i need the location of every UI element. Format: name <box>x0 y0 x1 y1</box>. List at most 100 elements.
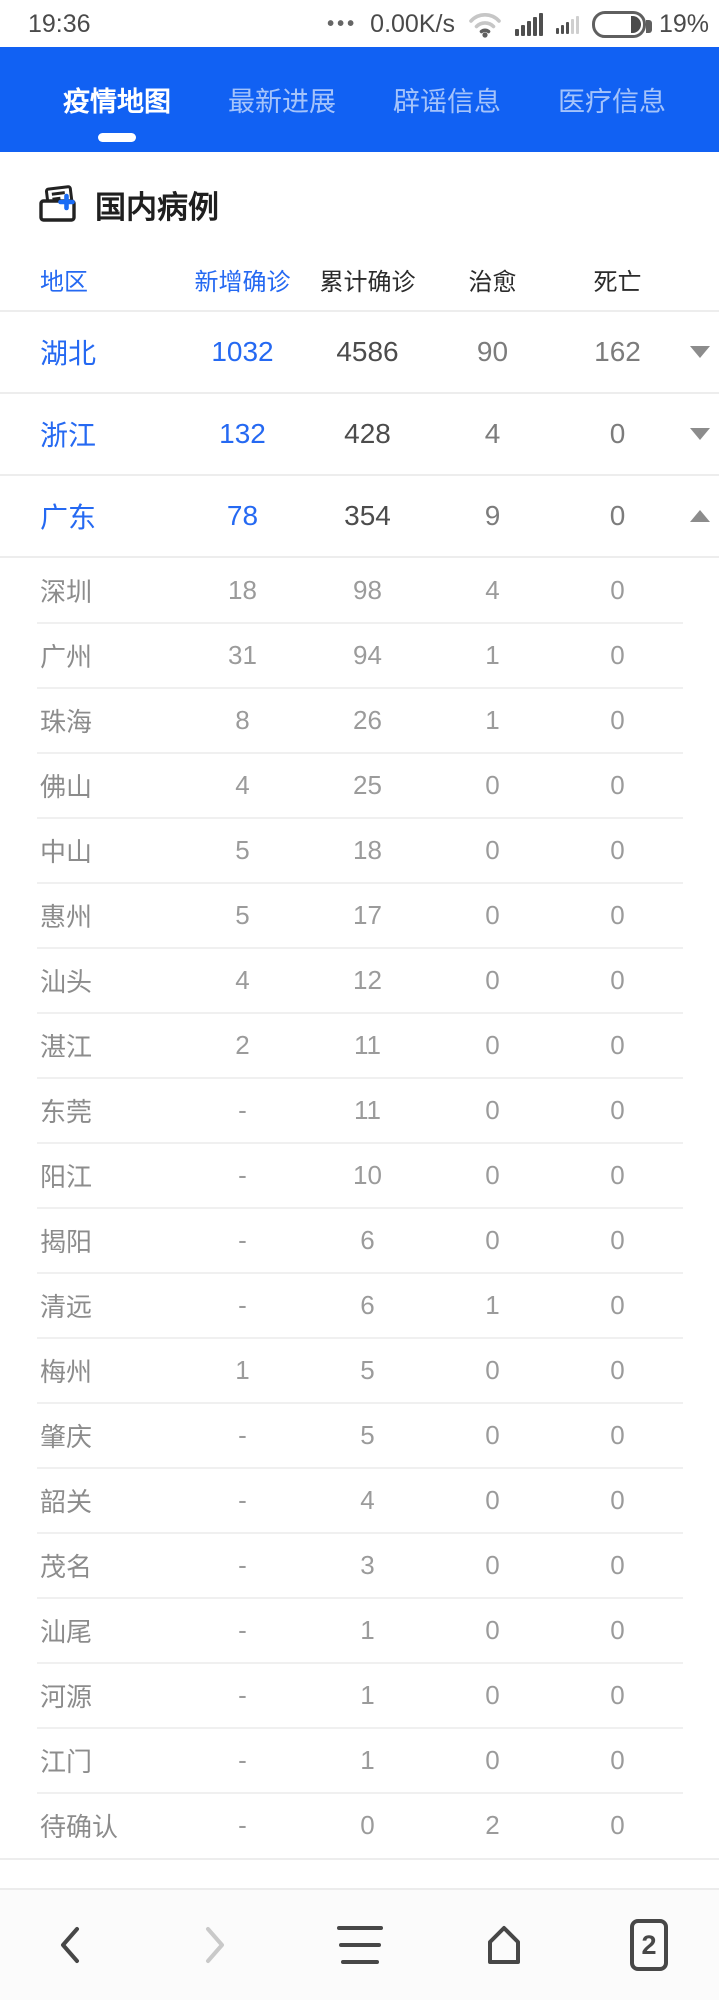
expand-chevron-icon[interactable] <box>689 428 710 440</box>
city-cured: 0 <box>485 770 500 800</box>
header-dead[interactable]: 死亡 <box>593 268 642 296</box>
city-name: 梅州 <box>40 1357 93 1387</box>
city-row: 珠海 8 26 1 0 <box>0 687 719 753</box>
city-total-confirmed: 11 <box>354 1095 381 1125</box>
expand-chevron-icon[interactable] <box>689 346 710 358</box>
province-row[interactable]: 广东 78 354 9 0 <box>0 474 719 556</box>
province-name[interactable]: 浙江 <box>40 420 97 451</box>
signal-bars-sim2-icon <box>555 15 579 34</box>
city-total-confirmed: 5 <box>360 1355 375 1385</box>
city-dead: 0 <box>610 1810 625 1840</box>
city-cured: 0 <box>485 1095 500 1125</box>
province-total-confirmed: 4586 <box>336 336 399 367</box>
city-cured: 0 <box>485 1160 500 1190</box>
city-total-confirmed: 6 <box>360 1290 375 1320</box>
section-header: 国内病例 <box>0 152 719 248</box>
city-dead: 0 <box>610 1485 625 1515</box>
tab-label: 医疗信息 <box>558 87 666 117</box>
province-new-confirmed: 132 <box>219 418 266 449</box>
city-name: 东莞 <box>40 1097 93 1127</box>
province-name[interactable]: 广东 <box>40 502 97 533</box>
city-name: 汕头 <box>40 967 93 997</box>
tab-label: 最新进展 <box>228 87 336 117</box>
city-dead: 0 <box>610 1745 625 1775</box>
city-name: 江门 <box>40 1747 93 1777</box>
city-new-confirmed: - <box>238 1095 247 1125</box>
city-dead: 0 <box>610 640 625 670</box>
city-dead: 0 <box>610 1030 625 1060</box>
province-row[interactable]: 浙江 132 428 4 0 <box>0 392 719 474</box>
city-new-confirmed: - <box>238 1290 247 1320</box>
tabs-button[interactable]: 2 <box>619 1919 679 1971</box>
city-name: 惠州 <box>40 902 93 932</box>
city-new-confirmed: 8 <box>235 705 250 735</box>
city-row: 中山 5 18 0 0 <box>0 817 719 883</box>
city-new-confirmed: - <box>238 1550 247 1580</box>
city-cured: 0 <box>485 1680 500 1710</box>
city-dead: 0 <box>610 835 625 865</box>
menu-button[interactable] <box>330 1926 390 1964</box>
status-bar: 19:36 ••• 0.00K/s 19% <box>0 0 719 47</box>
city-row: 肇庆 - 5 0 0 <box>0 1402 719 1468</box>
city-new-confirmed: - <box>238 1225 247 1255</box>
province-name[interactable]: 湖北 <box>40 338 97 369</box>
province-total-confirmed: 354 <box>344 500 391 531</box>
tab-medical-info[interactable]: 医疗信息 <box>558 47 666 152</box>
city-name: 汕尾 <box>40 1617 93 1647</box>
city-total-confirmed: 1 <box>360 1615 375 1645</box>
status-bar-right: ••• 0.00K/s 19% <box>327 10 709 39</box>
table-body: 湖北 1032 4586 90 162 浙江 132 428 4 0 广东 78… <box>0 310 719 1860</box>
city-cured: 0 <box>485 1615 500 1645</box>
tab-label: 辟谣信息 <box>393 87 501 117</box>
tab-epidemic-map[interactable]: 疫情地图 <box>63 47 171 152</box>
header-total-confirmed[interactable]: 累计确诊 <box>319 268 416 296</box>
header-new-confirmed[interactable]: 新增确诊 <box>194 268 291 296</box>
city-dead: 0 <box>610 1420 625 1450</box>
city-total-confirmed: 12 <box>353 965 382 995</box>
home-button[interactable] <box>474 1921 534 1969</box>
city-row: 清远 - 6 1 0 <box>0 1272 719 1338</box>
city-new-confirmed: - <box>238 1680 247 1710</box>
city-name: 肇庆 <box>40 1422 93 1452</box>
city-name: 深圳 <box>40 577 93 607</box>
network-speed: 0.00K/s <box>370 10 455 38</box>
province-total-confirmed: 428 <box>344 418 391 449</box>
tab-latest-progress[interactable]: 最新进展 <box>228 47 336 152</box>
city-name: 待确认 <box>40 1812 119 1842</box>
city-cured: 0 <box>485 1485 500 1515</box>
forward-arrow-icon <box>205 1927 224 1963</box>
city-name: 河源 <box>40 1682 93 1712</box>
province-dead: 0 <box>609 500 626 531</box>
city-dead: 0 <box>610 1550 625 1580</box>
city-total-confirmed: 17 <box>353 900 382 930</box>
home-icon <box>488 1926 521 1964</box>
browser-toolbar: 2 <box>0 1888 719 2000</box>
province-row[interactable]: 湖北 1032 4586 90 162 <box>0 310 719 392</box>
city-new-confirmed: 4 <box>235 770 250 800</box>
forward-button[interactable] <box>185 1922 245 1968</box>
province-new-confirmed: 78 <box>226 500 259 531</box>
city-cured: 1 <box>485 640 500 670</box>
header-region[interactable]: 地区 <box>40 268 88 296</box>
menu-icon <box>336 1926 383 1964</box>
city-name: 阳江 <box>40 1162 93 1192</box>
back-button[interactable] <box>40 1922 100 1968</box>
city-row: 佛山 4 25 0 0 <box>0 752 719 818</box>
city-cured: 0 <box>485 900 500 930</box>
city-dead: 0 <box>610 1095 625 1125</box>
city-row: 阳江 - 10 0 0 <box>0 1142 719 1208</box>
medical-records-icon <box>39 185 76 222</box>
section-title: 国内病例 <box>95 189 219 225</box>
tab-label: 疫情地图 <box>63 87 171 117</box>
tab-rumor-info[interactable]: 辟谣信息 <box>393 47 501 152</box>
wifi-icon <box>469 13 501 38</box>
city-rows: 深圳 18 98 4 0 广州 31 94 1 0 珠海 8 26 1 0 佛山… <box>0 556 719 1858</box>
city-new-confirmed: 2 <box>235 1030 250 1060</box>
city-row: 湛江 2 11 0 0 <box>0 1012 719 1078</box>
city-dead: 0 <box>610 770 625 800</box>
province-cured: 4 <box>484 418 501 449</box>
expand-chevron-icon[interactable] <box>689 510 710 522</box>
city-cured: 0 <box>485 1550 500 1580</box>
header-cured[interactable]: 治愈 <box>468 268 517 296</box>
city-new-confirmed: 5 <box>235 900 250 930</box>
